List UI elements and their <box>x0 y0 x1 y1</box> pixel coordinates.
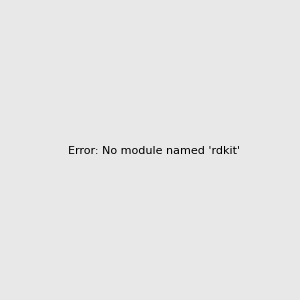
Text: Error: No module named 'rdkit': Error: No module named 'rdkit' <box>68 146 240 157</box>
